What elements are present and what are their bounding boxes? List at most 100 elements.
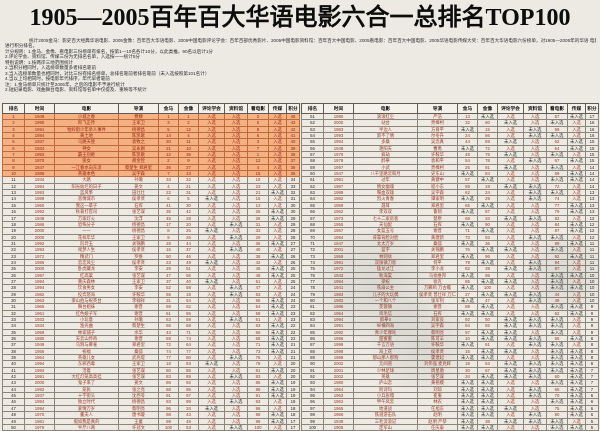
cell-ziliaoguan: 入选 (523, 423, 547, 431)
table-row: 8 1970 侠女 胡金铨 2 9 入选 入选 12 入选 37 (2, 157, 300, 165)
column-header: 时间 (323, 103, 354, 114)
column-header: 传媒 (567, 103, 586, 114)
cell-jifen: 11 (585, 258, 599, 267)
table-row: 9 1947 一江春水向东流 蔡楚生 郑君里 26 27 入选 入选 4 入选 36 (2, 163, 300, 172)
cell-pinglun-xuehui: 入选 (198, 423, 225, 431)
cell-pinglun-xuehui: 入选 (497, 423, 524, 431)
cell-jifen: 8 (585, 335, 599, 343)
cell-chuanmei: 未入选 (567, 220, 586, 229)
table-row: 7 1993 霸王别姬 陈凯歌 12 35 入选 入选 1 入选 38 (2, 151, 300, 159)
table-row: 2 1990 阿飞正传 王家卫 3 2 入选 入选 5 入选 43 (2, 119, 300, 127)
table-row: 41 1994 活着 张艺谋 80 86 入选 入选 81 未入选 20 (2, 366, 300, 375)
table-row: 53 1983 半边人 方育平 未入选 15 入选 未入选 59 入选 16 (301, 125, 599, 134)
cell-year: 1976 (24, 423, 55, 431)
column-header: 时间 (24, 103, 55, 114)
cell-jifen: 31 (286, 195, 300, 203)
cell-jifen: 23 (286, 309, 300, 318)
cell-chuanmei: 未入选 (268, 271, 287, 279)
cell-jifen: 15 (585, 151, 599, 159)
cell-chuanmei: 未入选 (567, 201, 586, 210)
note-line: 2.评论学会、资料馆、传媒三份为无排名名单，入选按一一统计5分 (5, 54, 141, 60)
table-row: 88 1998 海上花 侯孝贤 15 未入选 未入选 入选 未入选 未入选 8 (301, 347, 599, 356)
cell-chuanmei: 未入选 (567, 373, 586, 381)
cell-year: 1905 (323, 423, 354, 431)
cell-chuanmei: 未入选 (567, 354, 586, 362)
table-row: 71 1947 太太万岁 桑弧 未入选 36 入选 入选 89 未入选 11 (301, 239, 599, 248)
cell-rank: 100 (301, 423, 324, 431)
table-row: 57 1979 疯劫 许鞍华 48 75 未入选 入选 未入选 入选 15 (301, 151, 599, 159)
table-row: 52 2000 站台 贾樟柯 32 60 未入选 入选 未入选 入选 16 (301, 119, 599, 127)
table-row: 24 1986 恋恋风尘 侯孝贤 23 49 未入选 入选 42 入选 26 (2, 258, 300, 267)
cell-jifen: 14 (585, 176, 599, 184)
cell-chuanmei: 未入选 (268, 189, 287, 197)
cell-jinma: 100 (158, 423, 179, 431)
cell-jifen: 34 (286, 176, 300, 184)
cell-jifen: 23 (286, 315, 300, 324)
table-row: 31 1965 舞台姐妹 谢晋 58 62 入选 入选 54 未入选 23 (2, 303, 300, 311)
cell-kandianying: 未入选 (546, 423, 568, 431)
table-row: 68 1955 天仙配 石挥 未入选 90 入选 入选 84 未入选 12 (301, 220, 599, 229)
cell-jifen: 9 (585, 315, 599, 324)
cell-jifen: 10 (585, 296, 599, 305)
cell-jifen: 9 (585, 322, 599, 330)
cell-jifen: 14 (585, 182, 599, 191)
cell-jifen: 18 (286, 404, 300, 413)
cell-chuanmei: 未入选 (567, 144, 586, 153)
table-row: 85 1992 青少年哪吒 蔡明亮 97 未入选 未入选 入选 未入选 入选 9 (301, 328, 599, 337)
table-row: 81 1986 芙蓉镇 谢晋 89 未入选 入选 入选 未入选 未入选 9 (301, 303, 599, 311)
cell-chuanmei: 未入选 (268, 239, 287, 248)
table-row: 93 1980 庐山恋 黄祖模 未入选 未入选 入选 入选 未入选 未入选 7 (301, 379, 599, 387)
table-row: 21 1992 阮玲玉 关锦鹏 28 44 入选 入选 36 未入选 27 (2, 239, 300, 248)
cell-jifen: 7 (585, 366, 599, 375)
note-line: 特别说明：1.按两岸三地范围统计 (5, 59, 74, 65)
cell-jifen: 30 (286, 201, 300, 210)
cell-chuanmei: 未入选 (567, 227, 586, 235)
cell-chuanmei: 未入选 (567, 309, 586, 318)
column-header: 资料馆 (523, 103, 547, 114)
cell-jifen: 37 (286, 157, 300, 165)
cell-jifen: 15 (585, 144, 599, 153)
table-row: 87 1999 千言万语 许鞍华 未入选 61 入选 未入选 未入选 入选 8 (301, 341, 599, 349)
table-row: 23 1972 精武门 罗维 50 46 入选 入选 38 未入选 26 (2, 252, 300, 260)
cell-jifen: 12 (585, 227, 599, 235)
table-row: 77 1994 梁祝 徐克 85 未入选 未入选 入选 未入选 入选 10 (301, 277, 599, 286)
table-row: 94 1964 阿诗玛 刘琼 未入选 未入选 入选 未入选 65 未入选 7 (301, 385, 599, 394)
table-row: 51 1990 滚滚红尘 严浩 13 未入选 入选 入选 57 未入选 17 (301, 112, 599, 121)
cell-chuanmei: 未入选 (268, 328, 287, 337)
table-row: 44 1992 笼民 张之亮 88 95 入选 入选 88 未入选 19 (2, 385, 300, 394)
table-row: 12 1994 阳光灿烂的日子 姜文 4 21 入选 入选 23 入选 33 (2, 182, 300, 191)
cell-chuanmei: 未入选 (567, 112, 586, 121)
cell-chuanmei: 未入选 (268, 366, 287, 375)
cell-jifen: 13 (585, 201, 599, 210)
cell-chuanmei: 未入选 (567, 284, 586, 292)
table-row: 82 1954 鸡毛信 石挥 未入选 未入选 入选 入选 52 未入选 9 (301, 309, 599, 318)
table-row: 61 1991 过年 黄健中 57 未入选 入选 入选 未入选 未入选 14 (301, 176, 599, 184)
cell-chuanmei: 未入选 (567, 385, 586, 394)
cell-jifen: 39 (286, 144, 300, 153)
note-line: 注：1.金马榜单只统计至2005年，之后的电影不予进行统计 (5, 81, 125, 87)
table-row: 74 1991 双旗镇刀客 何平 79 未入选 入选 未入选 94 入选 11 (301, 258, 599, 267)
cell-jifen: 36 (286, 163, 300, 172)
cell-jifen: 10 (585, 277, 599, 286)
column-header: 积分 (585, 103, 599, 114)
table-row: 29 1982 投奔怒海 许鞍华 55 18 入选 未入选 53 入选 24 (2, 290, 300, 298)
cell-movie: 半斤八两 (54, 423, 119, 431)
cell-chuanmei: 未入选 (567, 303, 586, 311)
cell-jifen: 9 (585, 309, 599, 318)
cell-jifen: 23 (286, 303, 300, 311)
table-row: 3 1991 牯岭街少年杀人事件 杨德昌 5 12 入选 入选 9 入选 42 (2, 125, 300, 134)
note-line: 统计2005金马：影史百大经典华语电影、2005金像：百年百大华语电影、2005… (29, 38, 596, 43)
cell-jifen: 12 (585, 214, 599, 222)
cell-jifen: 16 (585, 132, 599, 140)
cell-jifen: 22 (286, 335, 300, 343)
table-row: 66 1962 李双双 鲁韧 未入选 87 入选 入选 79 未入选 13 (301, 208, 599, 216)
cell-director: 任庆泰 (417, 423, 458, 431)
cell-jifen: 13 (585, 195, 599, 203)
column-header: 评论学会 (198, 103, 225, 114)
cell-chuanmei: 未入选 (268, 303, 287, 311)
table-row: 13 1993 蓝风筝 田壮壮 22 31 入选 入选 21 未入选 32 (2, 189, 300, 197)
cell-jifen: 41 (286, 132, 300, 140)
cell-chuanmei: 未入选 (567, 347, 586, 356)
notes: 统计2005金马：影史百大经典华语电影、2005金像：百年百大华语电影、2005… (5, 38, 596, 93)
column-header: 金像 (477, 103, 498, 114)
